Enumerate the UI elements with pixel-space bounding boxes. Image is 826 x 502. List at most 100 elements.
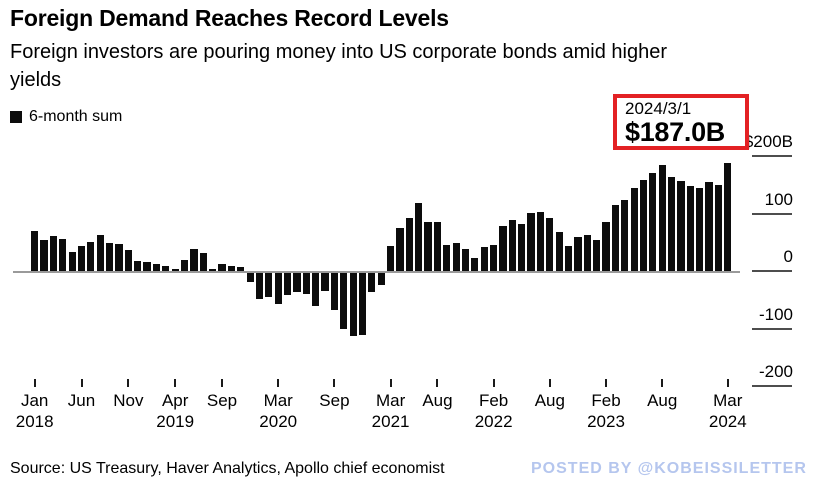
x-axis-year-label: 2020 xyxy=(259,412,298,431)
x-axis-tick xyxy=(33,379,36,387)
bar xyxy=(490,245,498,271)
x-axis-month-label: Aug xyxy=(422,391,453,410)
bar xyxy=(593,239,601,271)
bar xyxy=(302,271,310,294)
bar xyxy=(68,252,76,271)
legend: 6-month sum xyxy=(10,108,122,126)
x-axis-tick xyxy=(436,379,439,387)
legend-swatch-icon xyxy=(10,111,22,123)
y-axis-tick xyxy=(752,327,792,330)
bar xyxy=(686,185,694,271)
bar xyxy=(639,179,648,271)
callout-date: 2024/3/1 xyxy=(625,99,692,118)
x-axis-year-label: 2021 xyxy=(371,412,410,431)
bar xyxy=(405,218,413,271)
bar xyxy=(527,212,535,271)
bar xyxy=(134,261,142,271)
bar xyxy=(171,268,179,271)
bar xyxy=(209,269,217,271)
bar xyxy=(667,176,676,271)
bar xyxy=(265,271,273,298)
bar xyxy=(621,199,629,271)
x-axis-year-label: 2022 xyxy=(474,412,513,431)
page-title: Foreign Demand Reaches Record Levels xyxy=(10,5,449,31)
y-axis-tick xyxy=(752,212,792,215)
x-axis-tick xyxy=(80,379,83,387)
bar xyxy=(696,188,704,271)
bar xyxy=(546,218,554,271)
x-axis-tick xyxy=(605,379,608,387)
bar xyxy=(415,203,423,271)
bar xyxy=(724,163,732,271)
y-axis-label: -100 xyxy=(758,304,793,324)
bar xyxy=(471,257,479,271)
x-axis-year-label: 2019 xyxy=(156,412,195,431)
x-axis-tick xyxy=(661,379,664,387)
x-axis-tick xyxy=(726,379,729,387)
x-axis-year-label: 2023 xyxy=(587,412,625,431)
bar xyxy=(283,271,292,295)
x-axis-month-label: Sep xyxy=(206,391,238,410)
x-axis-tick xyxy=(548,379,551,387)
x-axis-tick xyxy=(333,379,336,387)
bar xyxy=(180,259,189,271)
y-axis-tick xyxy=(752,155,792,157)
x-axis-month-label: Sep xyxy=(319,391,350,410)
bar xyxy=(106,243,114,271)
x-axis-month-label: Aug xyxy=(534,391,565,410)
bar xyxy=(312,271,320,306)
x-axis-tick xyxy=(389,379,392,387)
bar xyxy=(255,271,264,299)
bar xyxy=(677,181,685,271)
bar xyxy=(40,239,48,271)
legend-label: 6-month sum xyxy=(29,108,123,125)
x-axis-month-label: Nov xyxy=(113,391,144,410)
y-axis-label: -200 xyxy=(758,362,793,381)
bar xyxy=(237,266,245,271)
y-axis-label: $200B xyxy=(743,132,793,151)
bar xyxy=(59,239,67,271)
bar xyxy=(499,226,507,271)
bar xyxy=(574,236,582,271)
bar xyxy=(536,211,545,271)
bar xyxy=(143,261,151,271)
bar xyxy=(377,271,385,285)
x-axis-month-label: Jan xyxy=(20,391,49,410)
x-axis-month-label: Mar xyxy=(263,391,293,410)
bar xyxy=(115,243,123,271)
bar xyxy=(199,253,207,271)
bar xyxy=(705,182,713,271)
x-axis-tick xyxy=(277,379,280,387)
bar xyxy=(358,271,367,336)
bar xyxy=(31,230,39,271)
bar xyxy=(190,248,198,271)
bar xyxy=(274,271,282,304)
bar xyxy=(583,235,591,271)
bar xyxy=(518,223,526,271)
bar xyxy=(424,221,432,271)
bar xyxy=(321,271,329,292)
y-axis-tick xyxy=(752,270,792,272)
x-axis-month-label: Feb xyxy=(591,391,621,410)
bar xyxy=(124,249,132,271)
x-axis-month-label: Feb xyxy=(478,391,509,410)
bar xyxy=(246,271,254,282)
source-note: Source: US Treasury, Haver Analytics, Ap… xyxy=(10,460,445,477)
x-axis-year-label: 2018 xyxy=(15,412,54,431)
bar xyxy=(611,204,619,271)
bar xyxy=(649,173,657,271)
bar xyxy=(630,187,638,271)
x-axis-month-label: Jun xyxy=(67,391,96,410)
page-subtitle: Foreign investors are pouring money into… xyxy=(10,41,668,91)
x-axis-tick xyxy=(127,379,130,387)
bar xyxy=(218,264,226,271)
bar xyxy=(714,184,722,271)
bar xyxy=(433,221,442,271)
callout-value: $187.0B xyxy=(625,117,725,147)
bar xyxy=(96,234,104,271)
zero-axis-line xyxy=(13,270,740,273)
bar xyxy=(602,222,610,271)
posted-by-credit: POSTED BY @KOBEISSILETTER xyxy=(531,460,807,477)
bar xyxy=(227,265,235,271)
